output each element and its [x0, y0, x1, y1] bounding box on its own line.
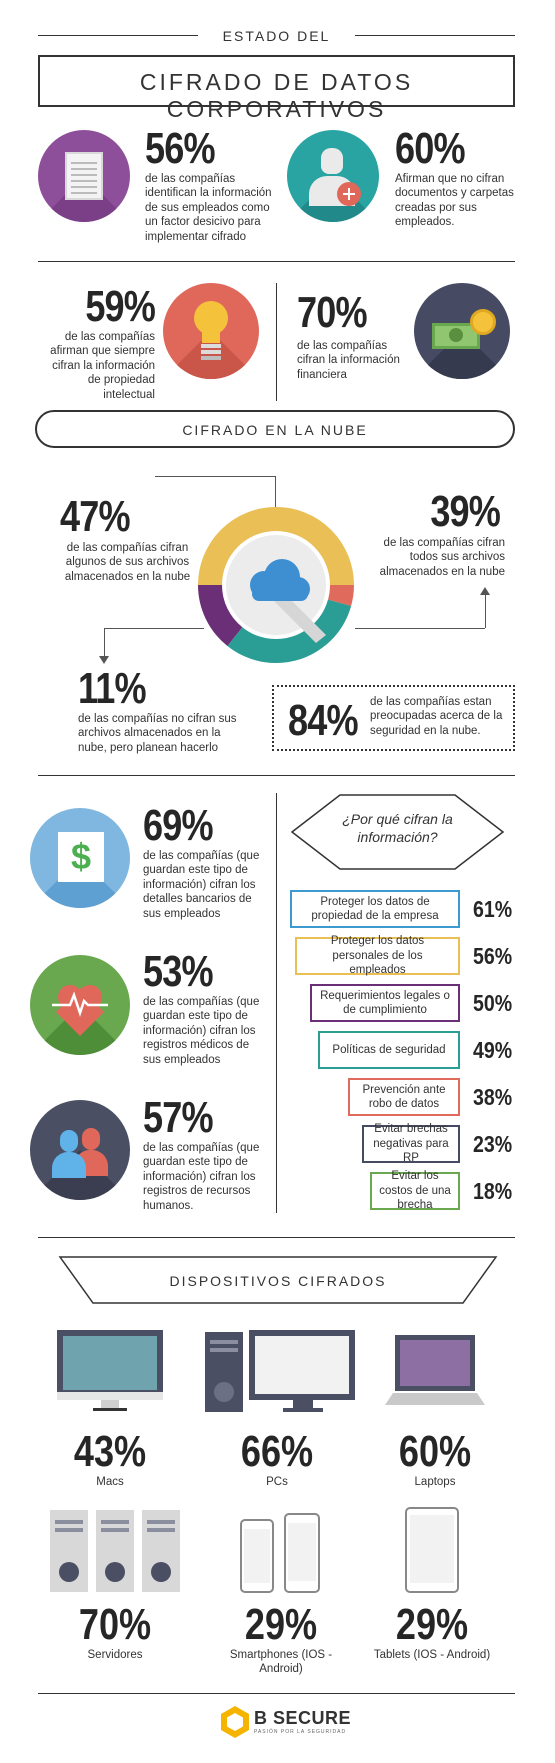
employee-add-icon — [287, 130, 379, 222]
money-icon — [414, 283, 510, 379]
people-icon — [30, 1100, 130, 1200]
reason-box: Proteger los datos personales de los emp… — [295, 935, 460, 976]
smartphone-icon — [240, 1513, 320, 1593]
stat-60-text: Afirman que no cifran documentos y carpe… — [395, 173, 514, 229]
heart-icon — [30, 955, 130, 1055]
stat-53-pct: 53% — [143, 947, 214, 996]
reason-box: Políticas de seguridad — [318, 1031, 460, 1069]
reason-pct: 18% — [473, 1178, 513, 1204]
connector-line — [104, 628, 105, 656]
stat-69-pct: 69% — [143, 801, 214, 850]
header-rule-left — [38, 35, 198, 36]
stat-84-pct: 84% — [288, 696, 359, 745]
arrow-up-icon — [480, 587, 490, 595]
header-title-box: CIFRADO DE DATOS CORPORATIVOS — [38, 55, 515, 122]
devices-section-title: DISPOSITIVOS CIFRADOS — [169, 1273, 387, 1289]
lightbulb-icon — [163, 283, 259, 379]
stat-53-text: de las compañías (que guardan este tipo … — [143, 996, 260, 1066]
stat-56-text: de las compañías identifican la informac… — [145, 173, 272, 243]
device-label-pcs: PCs — [266, 1476, 288, 1488]
stat-57-pct: 57% — [143, 1093, 214, 1142]
header-rule-right — [355, 35, 515, 36]
device-label-tablets: Tablets (IOS - Android) — [373, 1649, 491, 1661]
cloud-section-header: CIFRADO EN LA NUBE — [35, 410, 515, 448]
divider — [38, 1237, 515, 1238]
reason-box: Requerimientos legales o de cumplimiento — [310, 984, 460, 1022]
stat-56-pct: 56% — [145, 124, 216, 173]
dollar-icon: $ — [30, 808, 130, 908]
reasons-title: ¿Por qué cifran la información? — [342, 811, 453, 846]
donut-segment-all — [198, 507, 354, 663]
reason-box: Evitar los costos de una brecha — [370, 1170, 460, 1211]
divider-vertical — [276, 793, 277, 1213]
reason-pct: 61% — [473, 896, 513, 922]
arrow-down-icon — [99, 656, 109, 664]
stat-70-text: de las compañías cifran la información f… — [297, 340, 400, 381]
stat-47-text: de las compañías cifran algunos de sus a… — [64, 542, 191, 583]
stat-11-pct: 11% — [78, 664, 147, 713]
desktop-pc-icon — [205, 1330, 355, 1413]
divider — [38, 1693, 515, 1694]
tablet-icon — [405, 1507, 459, 1593]
device-label-laptops: Laptops — [414, 1476, 456, 1488]
stat-84-text: de las compañías estan preocupadas acerc… — [370, 696, 503, 737]
device-label-macs: Macs — [96, 1476, 124, 1488]
connector-line — [355, 628, 485, 629]
stat-69-text: de las compañías (que guardan este tipo … — [143, 850, 260, 920]
device-pct-laptops: 60% — [398, 1427, 472, 1476]
imac-icon — [57, 1330, 163, 1413]
stat-39-pct: 39% — [430, 487, 501, 536]
reason-box: Proteger los datos de propiedad de la em… — [290, 890, 460, 928]
stat-57-text: de las compañías (que guardan este tipo … — [143, 1142, 260, 1212]
stat-84-box: 84% de las compañías estan preocupadas a… — [272, 685, 515, 751]
devices-banner — [58, 1256, 498, 1304]
bsecure-logo-icon — [221, 1706, 249, 1738]
reason-pct: 50% — [473, 990, 513, 1016]
device-pct-tablets: 29% — [395, 1600, 469, 1649]
cloud-icon — [250, 559, 310, 601]
connector-line — [275, 476, 276, 508]
page-title: CIFRADO DE DATOS CORPORATIVOS — [139, 69, 414, 122]
reason-box: Evitar brechas negativas para RP — [362, 1123, 460, 1164]
device-pct-smartphones: 29% — [244, 1600, 318, 1649]
server-icon — [50, 1510, 180, 1592]
reason-box: Prevención ante robo de datos — [348, 1078, 460, 1116]
stat-39-text: de las compañías cifran todos sus archiv… — [379, 537, 505, 578]
divider-vertical — [276, 283, 277, 401]
reason-pct: 23% — [473, 1131, 513, 1157]
footer-tagline: PASIÓN POR LA SEGURIDAD — [254, 1729, 347, 1735]
laptop-icon — [385, 1335, 485, 1410]
device-pct-pcs: 66% — [240, 1427, 314, 1476]
divider — [38, 775, 515, 776]
cloud-section-title: CIFRADO EN LA NUBE — [182, 422, 368, 438]
document-icon — [38, 130, 130, 222]
connector-line — [155, 476, 275, 477]
stat-60-pct: 60% — [395, 124, 466, 173]
connector-line — [485, 594, 486, 628]
footer-brand: B SECURE — [254, 1708, 352, 1728]
stat-70-pct: 70% — [297, 288, 368, 337]
donut-segment-none — [198, 507, 354, 663]
device-label-smartphones: Smartphones (IOS - Android) — [229, 1649, 333, 1676]
reason-pct: 56% — [473, 943, 513, 969]
stat-47-pct: 47% — [60, 492, 131, 541]
stat-11-text: de las compañías no cifran sus archivos … — [78, 713, 237, 754]
stat-59-pct: 59% — [85, 282, 156, 331]
reason-pct: 38% — [473, 1084, 513, 1110]
divider — [38, 261, 515, 262]
reasons-diamond — [290, 794, 505, 870]
connector-line — [104, 628, 204, 629]
header-subtitle: ESTADO DEL — [222, 28, 331, 44]
device-pct-servers: 70% — [78, 1600, 152, 1649]
stat-59-text: de las compañías afirman que siempre cif… — [50, 331, 155, 401]
reason-pct: 49% — [473, 1037, 513, 1063]
cloud-donut — [198, 507, 354, 663]
device-label-servers: Servidores — [87, 1649, 143, 1661]
device-pct-macs: 43% — [73, 1427, 147, 1476]
